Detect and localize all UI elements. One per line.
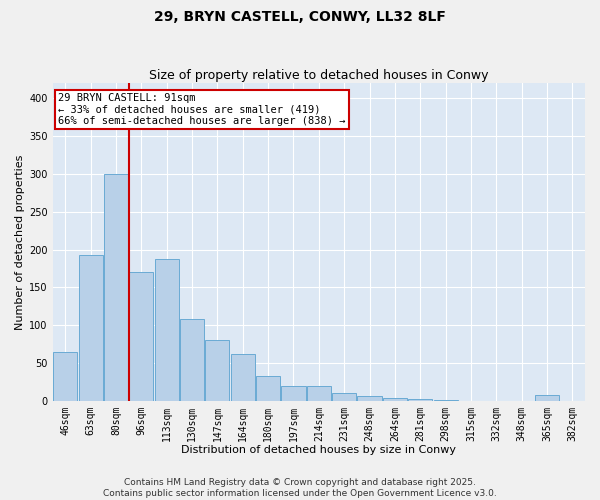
Bar <box>180 319 204 400</box>
Bar <box>358 396 382 400</box>
Text: 29, BRYN CASTELL, CONWY, LL32 8LF: 29, BRYN CASTELL, CONWY, LL32 8LF <box>154 10 446 24</box>
Bar <box>256 376 280 400</box>
Bar <box>408 399 432 400</box>
Bar <box>130 272 154 400</box>
Y-axis label: Number of detached properties: Number of detached properties <box>15 154 25 330</box>
Text: Contains HM Land Registry data © Crown copyright and database right 2025.
Contai: Contains HM Land Registry data © Crown c… <box>103 478 497 498</box>
Bar <box>281 386 305 400</box>
Bar <box>205 340 229 400</box>
Bar <box>535 396 559 400</box>
Bar <box>231 354 255 401</box>
Title: Size of property relative to detached houses in Conwy: Size of property relative to detached ho… <box>149 69 488 82</box>
X-axis label: Distribution of detached houses by size in Conwy: Distribution of detached houses by size … <box>181 445 457 455</box>
Bar <box>155 258 179 400</box>
Bar <box>383 398 407 400</box>
Bar <box>79 255 103 400</box>
Bar <box>104 174 128 400</box>
Text: 29 BRYN CASTELL: 91sqm
← 33% of detached houses are smaller (419)
66% of semi-de: 29 BRYN CASTELL: 91sqm ← 33% of detached… <box>58 92 346 126</box>
Bar <box>53 352 77 401</box>
Bar <box>307 386 331 400</box>
Bar <box>332 393 356 400</box>
